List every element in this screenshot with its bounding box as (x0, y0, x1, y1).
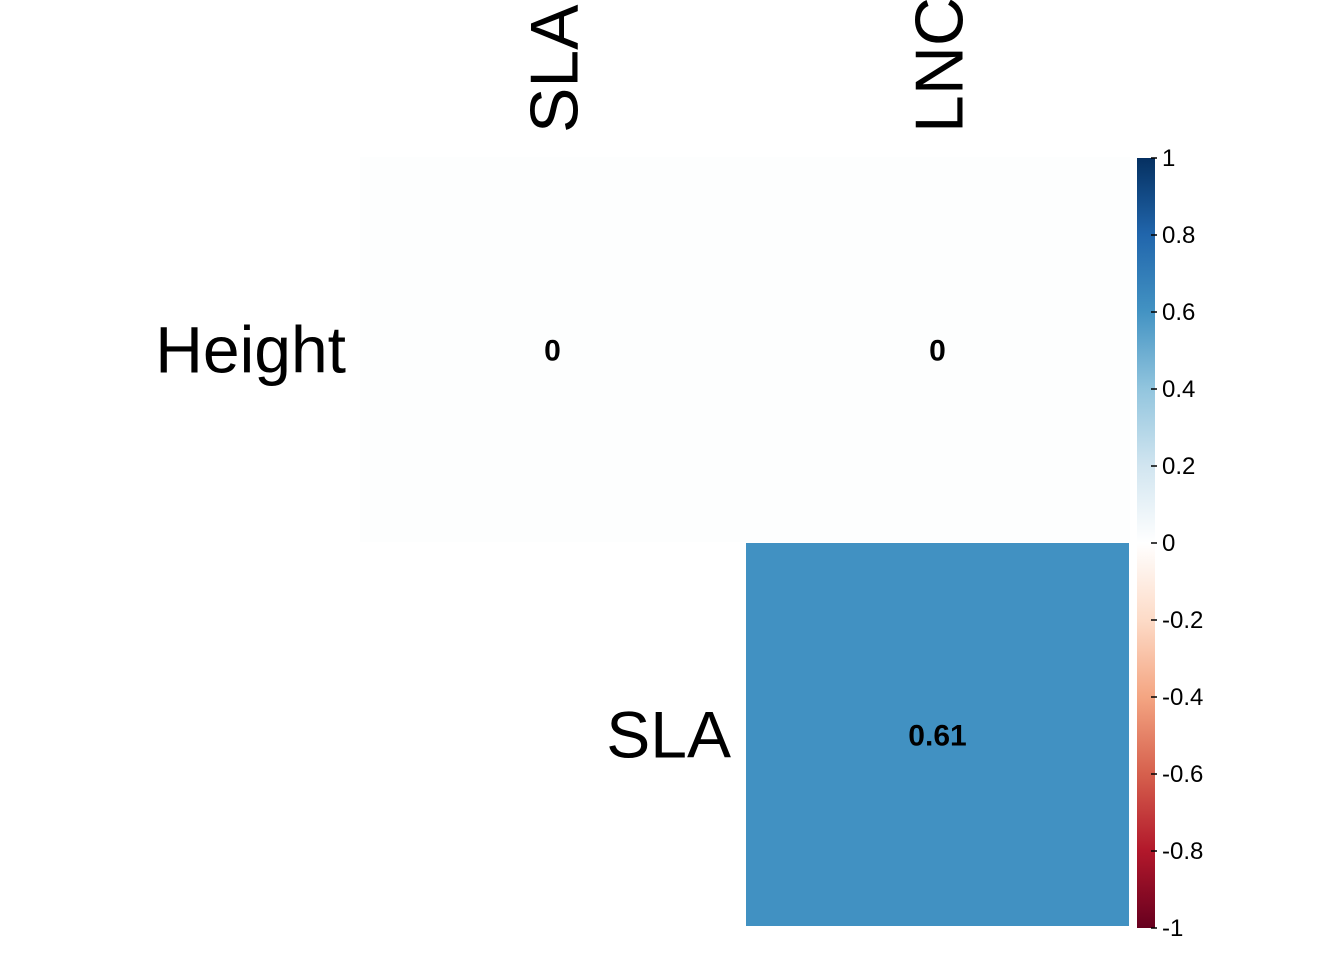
cell-value-label: 0 (929, 335, 946, 368)
heatmap-cell-sla-lnc (746, 543, 1129, 926)
colorbar-legend: 1 0.8 0.6 0.4 0.2 0 -0.2 -0.4 -0.6 -0.8 -1 (1137, 145, 1203, 942)
row-labels: Height SLA (155, 313, 731, 772)
colorbar-tick-label: 0.8 (1162, 222, 1195, 249)
row-label-height: Height (155, 313, 346, 387)
column-label-lnc: LNC (902, 0, 978, 133)
cell-value-labels: 0 00.61 (544, 335, 967, 753)
colorbar-tick-label: 0.6 (1162, 299, 1195, 326)
column-label-sla: SLA (517, 4, 593, 133)
heatmap-cell-height-lnc (745, 157, 1130, 542)
row-label-sla: SLA (606, 698, 731, 772)
heatmap-cell-height-sla (360, 157, 745, 542)
colorbar-tick-label: 0.4 (1162, 376, 1195, 403)
colorbar-tick-label: 0.2 (1162, 453, 1195, 480)
colorbar-tick-label: -0.4 (1162, 684, 1203, 711)
column-labels: SLA LNC (517, 0, 978, 133)
cell-value-label: 0.61 (908, 720, 966, 753)
colorbar-gradient (1137, 158, 1155, 928)
colorbar-tick-label: -0.2 (1162, 607, 1203, 634)
colorbar-tick-label: -0.8 (1162, 838, 1203, 865)
colorbar-tick-label: 0 (1162, 530, 1175, 557)
colorbar-tick-label: -0.6 (1162, 761, 1203, 788)
heatmap-cells (360, 157, 1130, 926)
colorbar-tick-label: 1 (1162, 145, 1175, 172)
cell-value-label: 0 (544, 335, 561, 368)
colorbar-tick-label: -1 (1162, 915, 1183, 942)
